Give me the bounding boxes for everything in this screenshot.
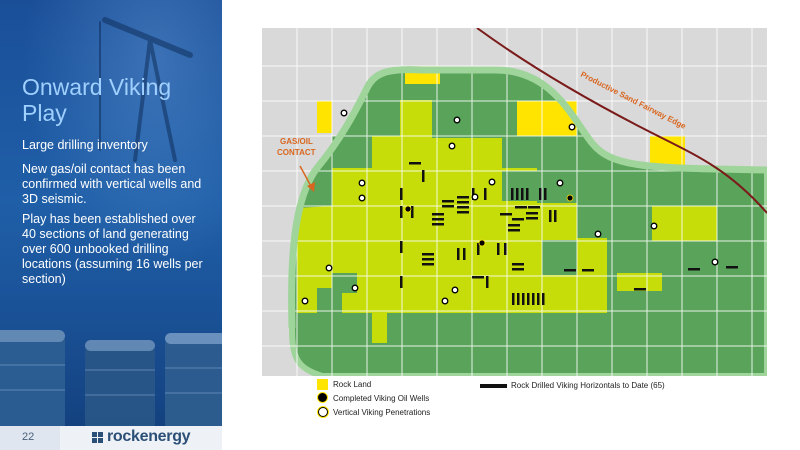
logo-box xyxy=(60,426,222,450)
play-area-east xyxy=(652,206,717,241)
fairway-edge-line xyxy=(476,28,767,214)
legend-horizontals-label: Rock Drilled Viking Horizontals to Date … xyxy=(511,381,665,390)
land-map: Productive Sand Fairway Edge GAS/OIL CON… xyxy=(262,28,767,376)
gas-oil-label-line2: CONTACT xyxy=(277,148,316,157)
gas-oil-arrow xyxy=(299,165,313,189)
page-number-box xyxy=(0,426,60,450)
play-outline xyxy=(288,66,767,329)
bullet-play-established: Play has been established over 40 sectio… xyxy=(22,212,203,286)
completed-wells xyxy=(404,194,574,247)
logo-text: rockenergy xyxy=(107,428,191,445)
play-area-southeast xyxy=(617,273,662,291)
dark-section xyxy=(372,100,400,136)
oil-pump-and-tanks-image xyxy=(0,330,222,430)
page-number: 22 xyxy=(22,431,35,443)
dark-section xyxy=(332,273,357,293)
bullet-gas-oil-contact: New gas/oil contact has been confirmed w… xyxy=(22,162,202,206)
dark-section xyxy=(502,171,537,201)
rock-logo-icon xyxy=(92,432,103,443)
legend-vertical-penetrations-label: Vertical Viking Penetrations xyxy=(333,408,431,417)
legend-completed-wells-label: Completed Viking Oil Wells xyxy=(333,394,430,403)
gas-oil-label-line1: GAS/OIL xyxy=(280,137,313,146)
slide-title: Onward Viking Play xyxy=(22,74,172,126)
gas-oil-arrowhead xyxy=(307,182,315,192)
legend-rock-land-label: Rock Land xyxy=(333,380,372,389)
left-panel xyxy=(0,0,222,450)
play-area-south xyxy=(372,313,387,343)
legend-horizontal-swatch xyxy=(480,384,507,388)
pumpjack-silhouette xyxy=(99,17,193,162)
bullet-drilling-inventory: Large drilling inventory xyxy=(22,138,148,152)
section-grid xyxy=(262,28,767,376)
horizontal-wells xyxy=(400,162,738,305)
vertical-penetrations xyxy=(301,109,719,305)
legend-completed-well-icon xyxy=(318,393,327,402)
legend-rock-land-swatch xyxy=(317,379,328,390)
legend-vertical-penetration-icon xyxy=(318,407,328,417)
